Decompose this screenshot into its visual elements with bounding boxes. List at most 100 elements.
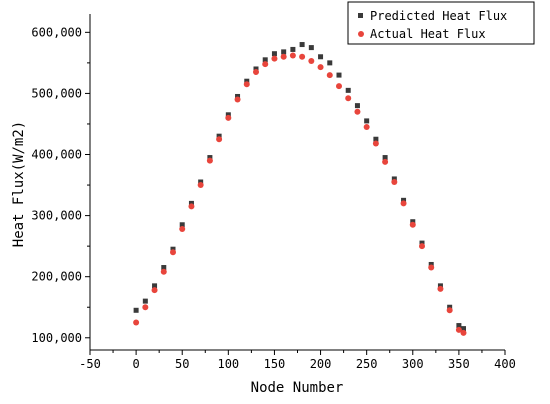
data-point-predicted [401,197,407,203]
data-point-predicted [456,323,462,329]
data-point-actual [446,307,453,314]
data-point-actual [160,268,167,275]
data-point-predicted [354,103,360,109]
data-point-predicted [373,136,379,142]
data-point-actual [151,287,158,294]
data-point-actual [280,53,287,60]
data-point-actual [419,243,425,250]
data-point-predicted [318,54,324,60]
data-point-predicted [428,261,434,267]
y-tick-label: 600,000 [31,25,82,39]
data-point-predicted [437,283,443,289]
data-point-predicted [410,219,416,225]
data-point-actual [170,249,176,256]
series-predicted [133,42,466,332]
data-point-actual [428,264,435,271]
data-point-actual [133,319,140,326]
series-layer [133,42,467,336]
data-point-predicted [447,304,453,310]
data-point-actual [289,52,296,59]
data-point-actual [372,140,379,147]
data-point-predicted [461,326,466,332]
data-point-actual [345,95,352,102]
x-tick-label: 0 [132,357,139,371]
data-point-actual [363,124,370,131]
x-tick-label: 300 [402,357,424,371]
data-point-predicted [299,42,305,48]
data-point-actual [225,114,232,121]
y-tick-label: 200,000 [31,270,82,284]
data-point-actual [400,200,407,207]
y-tick-label: 300,000 [31,209,82,223]
data-point-predicted [225,112,231,118]
data-point-actual [437,285,444,292]
data-point-predicted [336,72,342,78]
x-tick-label: 50 [175,357,189,371]
data-point-predicted [188,200,194,206]
data-point-predicted [179,222,185,228]
data-point-predicted [364,118,370,124]
data-point-predicted [216,133,222,139]
data-point-actual [243,81,250,88]
data-point-predicted [382,155,388,161]
data-point-actual [271,55,278,62]
y-tick-label: 100,000 [31,331,82,345]
data-point-actual [299,53,306,60]
data-point-actual [308,58,315,65]
x-tick-label: -50 [79,357,101,371]
data-point-predicted [391,176,397,182]
legend-marker-actual [358,31,364,37]
data-point-actual [460,329,467,336]
data-point-actual [188,203,195,210]
data-point-predicted [290,46,296,52]
x-tick-label: 350 [448,357,470,371]
data-point-actual [142,304,149,311]
data-point-actual [354,108,361,115]
y-tick-label: 500,000 [31,86,82,100]
data-point-actual [326,72,333,79]
x-tick-label: 400 [494,357,516,371]
y-tick-label: 400,000 [31,148,82,162]
x-axis-title: Node Number [251,380,344,396]
data-point-predicted [271,51,277,57]
data-point-actual [206,157,213,164]
series-actual [133,52,467,336]
data-point-predicted [345,87,351,93]
data-point-predicted [142,298,148,304]
legend-box [347,1,535,45]
data-point-actual [409,221,416,228]
data-point-predicted [262,57,268,63]
x-tick-label: 100 [217,357,239,371]
data-point-actual [179,226,186,233]
data-point-actual [455,326,462,333]
data-point-actual [262,61,269,68]
data-point-predicted [161,265,167,271]
legend-label-predicted: Predicted Heat Flux [370,9,507,23]
data-point-predicted [170,246,176,252]
legend: Predicted Heat Flux Actual Heat Flux [347,1,535,45]
data-point-predicted [133,307,139,313]
data-point-actual [253,69,259,76]
data-point-predicted [327,60,333,66]
data-point-actual [197,182,204,189]
data-point-actual [317,64,324,71]
x-axis-ticks: -50 0 50 100 150 200 250 300 350 400 [79,350,516,371]
data-point-actual [391,179,398,185]
x-tick-label: 200 [310,357,332,371]
legend-marker-predicted [358,13,363,18]
data-point-predicted [419,240,425,246]
x-tick-label: 150 [264,357,286,371]
data-point-predicted [207,155,213,161]
x-tick-label: 250 [356,357,378,371]
data-point-predicted [308,45,314,51]
data-point-actual [216,136,223,143]
data-point-actual [382,158,389,165]
legend-label-actual: Actual Heat Flux [370,27,486,41]
data-point-actual [234,96,241,103]
data-point-predicted [235,93,241,99]
data-point-actual [336,83,342,90]
data-point-predicted [244,78,250,84]
data-point-predicted [253,66,259,72]
